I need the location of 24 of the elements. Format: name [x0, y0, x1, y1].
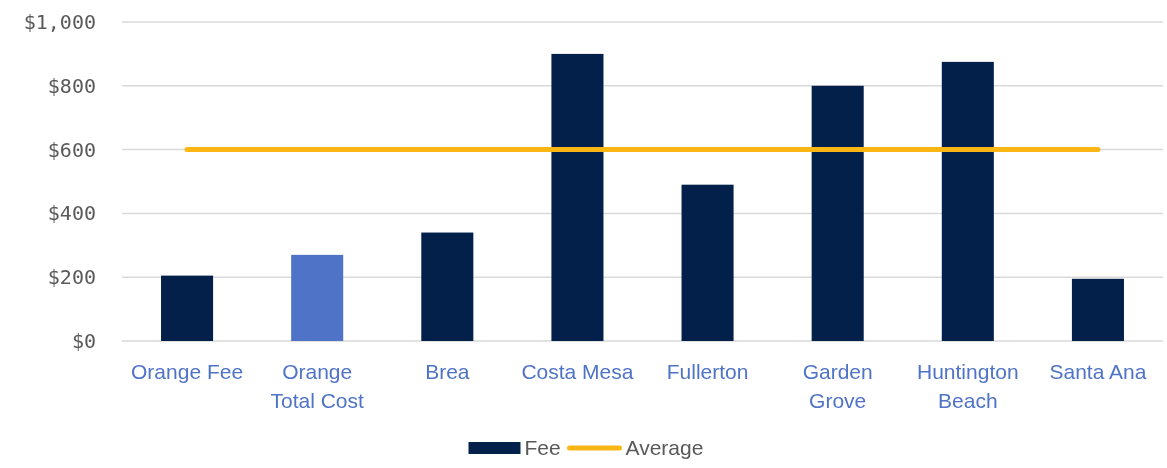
legend-label: Average: [625, 436, 704, 459]
bar: [811, 85, 864, 341]
y-tick-label: $800: [47, 73, 96, 98]
x-tick-label: Huntington Beach: [917, 360, 1019, 412]
bar: [681, 184, 734, 341]
y-tick-label: $400: [47, 201, 96, 226]
x-tick-label: Costa Mesa: [521, 360, 634, 383]
x-tick-label: Orange Total Cost: [270, 360, 365, 412]
y-tick-label: $1,000: [23, 10, 96, 34]
x-tick-label: Orange Fee: [131, 360, 244, 383]
bar: [1071, 278, 1124, 341]
bar: [551, 53, 604, 341]
x-tick-label: Santa Ana: [1049, 360, 1147, 383]
bar: [161, 275, 214, 341]
x-tick-label: Fullerton: [666, 360, 749, 383]
bar: [291, 254, 344, 341]
x-tick-label: Brea: [425, 360, 470, 383]
y-tick-label: $600: [47, 137, 96, 162]
bar: [941, 61, 994, 341]
legend-label: Fee: [524, 436, 561, 459]
y-tick-label: $0: [71, 329, 96, 353]
x-tick-label: Garden Grove: [802, 360, 873, 412]
y-tick-label: $200: [47, 265, 96, 290]
bar: [421, 232, 474, 341]
